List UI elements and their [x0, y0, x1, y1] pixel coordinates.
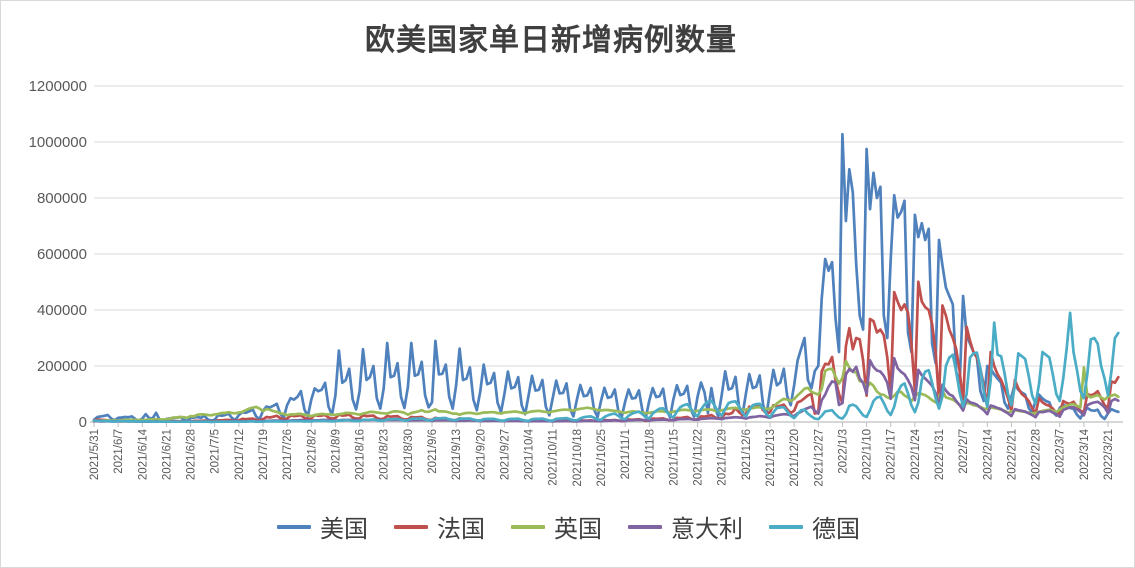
y-axis-tick-label: 1200000 [29, 78, 87, 95]
legend-item-英国: 英国 [511, 509, 602, 544]
legend-swatch [511, 524, 545, 529]
x-axis-tick-label: 2022/1/10 [862, 429, 874, 480]
y-axis-tick-label: 1000000 [29, 134, 87, 151]
series-line-德国 [92, 311, 1120, 424]
legend-label: 美国 [320, 515, 368, 543]
x-axis-tick-label: 2021/10/18 [572, 429, 584, 487]
x-axis-tick-label: 2021/7/26 [282, 429, 294, 480]
x-axis-tick-label: 2021/10/25 [596, 429, 608, 487]
legend-label: 意大利 [671, 515, 743, 543]
series-line-英国 [92, 359, 1120, 423]
x-axis-tick-label: 2022/3/21 [1103, 429, 1115, 480]
x-axis-tick-label: 2021/6/14 [137, 428, 149, 480]
x-axis-tick-label: 2022/2/28 [1031, 429, 1043, 480]
x-axis-tick-label: 2022/1/31 [934, 429, 946, 480]
legend-item-法国: 法国 [394, 509, 485, 544]
x-axis-tick-label: 2021/8/16 [355, 429, 367, 480]
x-axis-tick-label: 2021/6/28 [186, 429, 198, 480]
x-axis-tick-label: 2021/9/20 [475, 429, 487, 480]
x-axis-tick-label: 2021/5/31 [89, 429, 101, 480]
x-axis-tick-label: 2021/9/6 [427, 429, 439, 474]
x-axis-tick-label: 2021/12/13 [765, 429, 777, 487]
x-axis-tick-label: 2021/7/12 [234, 429, 246, 480]
y-axis-tick-label: 0 [79, 414, 87, 431]
legend-label: 德国 [812, 515, 860, 543]
x-axis-tick-label: 2022/1/17 [886, 429, 898, 480]
x-axis-tick-label: 2021/11/1 [620, 429, 632, 479]
y-axis-tick-label: 600000 [37, 246, 87, 263]
x-axis-tick-label: 2021/11/15 [668, 429, 680, 486]
legend-swatch [769, 524, 803, 529]
x-axis-tick-label: 2021/11/22 [693, 429, 705, 486]
legend-item-意大利: 意大利 [628, 509, 743, 544]
x-axis-tick-label: 2021/7/5 [210, 429, 222, 474]
x-axis-tick-label: 2021/12/27 [813, 429, 825, 487]
x-axis-tick-label: 2021/12/6 [741, 429, 753, 480]
x-axis-tick-label: 2022/2/21 [1006, 429, 1018, 480]
x-axis-tick-label: 2022/3/7 [1055, 429, 1067, 474]
x-axis-tick-label: 2022/1/24 [910, 428, 922, 480]
x-axis-tick-label: 2022/3/14 [1079, 428, 1091, 480]
x-axis-tick-label: 2022/2/7 [958, 429, 970, 474]
x-axis-tick-label: 2022/1/3 [837, 429, 849, 474]
legend-swatch [277, 524, 311, 529]
x-axis-tick-label: 2022/2/14 [982, 428, 994, 480]
x-axis-tick-label: 2021/8/2 [306, 429, 318, 474]
legend-swatch [394, 524, 428, 529]
x-axis-tick-label: 2021/12/20 [789, 429, 801, 487]
y-axis-tick-label: 800000 [37, 190, 87, 207]
x-axis-tick-label: 2021/9/13 [451, 429, 463, 480]
x-axis-tick-label: 2021/7/19 [258, 429, 270, 480]
x-axis-tick-label: 2021/8/30 [403, 429, 415, 480]
x-axis-tick-label: 2021/9/27 [499, 429, 511, 480]
y-axis-tick-label: 200000 [37, 358, 87, 375]
x-axis-tick-label: 2021/10/4 [524, 428, 536, 480]
chart-title: 欧美国家单日新增病例数量 [365, 23, 737, 58]
legend-item-德国: 德国 [769, 509, 860, 544]
y-axis-tick-label: 400000 [37, 302, 87, 319]
x-axis-tick-label: 2021/11/29 [717, 429, 729, 486]
x-axis-tick-label: 2021/6/7 [113, 429, 125, 474]
x-axis-tick-label: 2021/6/21 [161, 429, 173, 480]
legend-swatch [628, 524, 662, 529]
legend-label: 法国 [437, 515, 485, 543]
x-axis-tick-label: 2021/10/11 [548, 429, 560, 486]
x-axis-tick-label: 2021/8/23 [379, 429, 391, 480]
legend-label: 英国 [554, 515, 602, 543]
x-axis-tick-label: 2021/8/9 [330, 429, 342, 474]
legend-item-美国: 美国 [277, 509, 368, 544]
legend: 美国 法国 英国 意大利 德国 [1, 509, 1134, 544]
x-axis-tick-label: 2021/11/8 [644, 429, 656, 479]
